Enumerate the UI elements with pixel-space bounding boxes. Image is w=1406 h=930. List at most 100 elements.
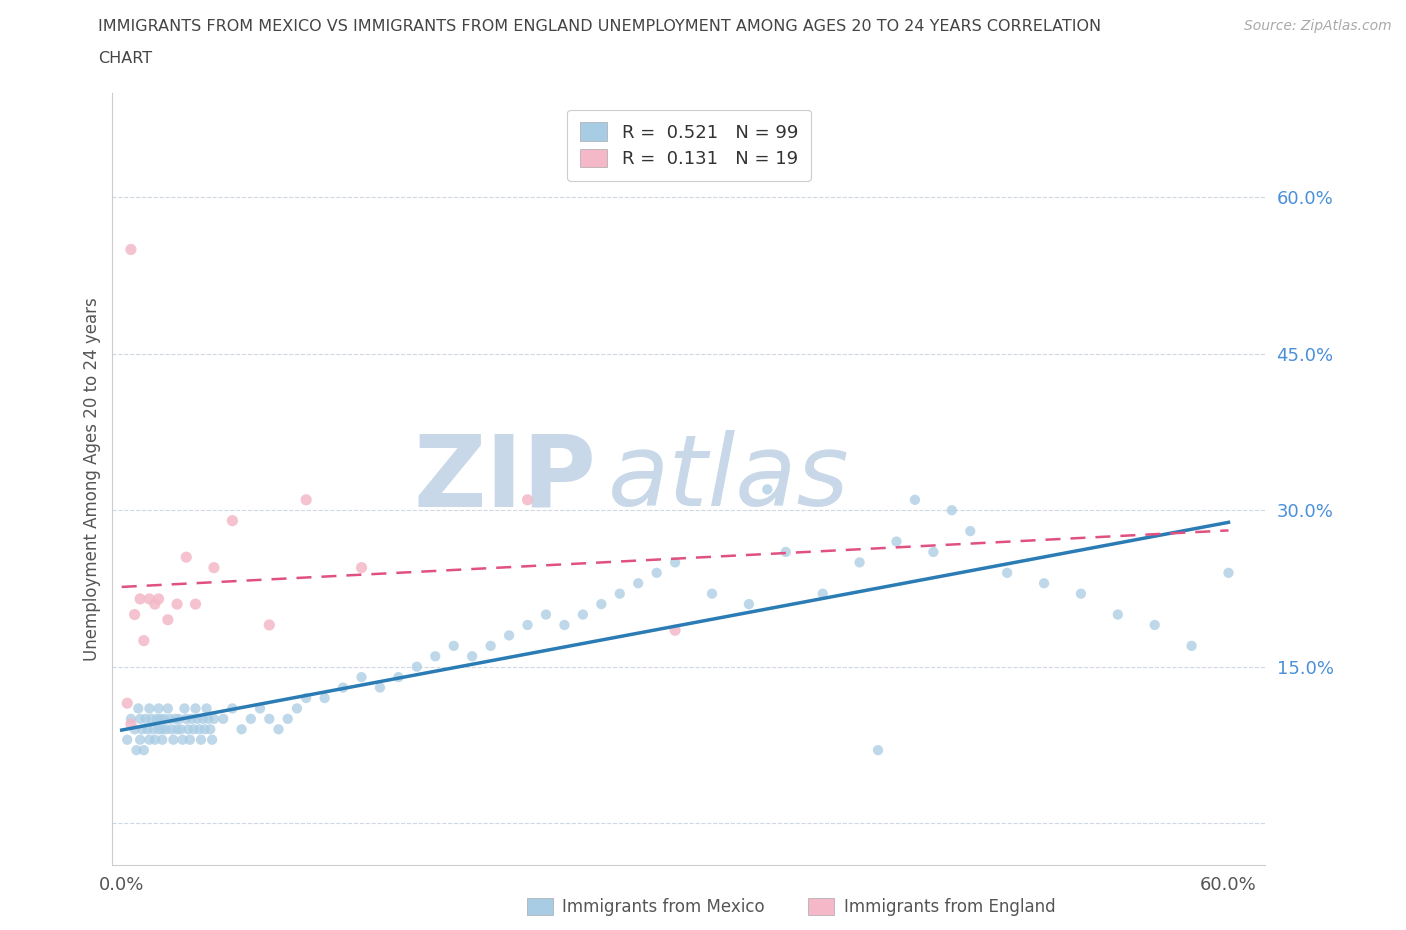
Point bbox=[156, 701, 179, 716]
Point bbox=[498, 628, 520, 643]
Point bbox=[627, 576, 650, 591]
Point bbox=[124, 722, 146, 737]
Point bbox=[183, 722, 205, 737]
Point bbox=[148, 591, 170, 606]
Point bbox=[664, 623, 686, 638]
Point bbox=[129, 591, 152, 606]
Point bbox=[239, 711, 262, 726]
Point bbox=[221, 701, 243, 716]
Point bbox=[186, 711, 208, 726]
Point bbox=[259, 618, 281, 632]
Point bbox=[166, 722, 188, 737]
Point bbox=[1107, 607, 1129, 622]
Point bbox=[461, 649, 484, 664]
Point bbox=[149, 711, 172, 726]
Point bbox=[160, 722, 183, 737]
Point bbox=[148, 722, 170, 737]
Point bbox=[166, 597, 188, 612]
Point bbox=[267, 722, 290, 737]
Y-axis label: Unemployment Among Ages 20 to 24 years: Unemployment Among Ages 20 to 24 years bbox=[83, 297, 101, 661]
Point bbox=[184, 701, 207, 716]
Point bbox=[516, 492, 538, 507]
Point bbox=[120, 242, 142, 257]
Point bbox=[609, 586, 631, 601]
Point bbox=[811, 586, 834, 601]
Point bbox=[153, 711, 176, 726]
Text: Source: ZipAtlas.com: Source: ZipAtlas.com bbox=[1244, 19, 1392, 33]
Point bbox=[259, 711, 281, 726]
Point bbox=[136, 722, 159, 737]
Point bbox=[124, 607, 146, 622]
Point bbox=[350, 670, 373, 684]
Point bbox=[202, 560, 225, 575]
Point bbox=[167, 711, 190, 726]
Point bbox=[231, 722, 253, 737]
Point bbox=[172, 732, 194, 747]
Point bbox=[350, 560, 373, 575]
Point bbox=[553, 618, 575, 632]
Point bbox=[145, 711, 167, 726]
Point bbox=[188, 722, 211, 737]
Point bbox=[1143, 618, 1166, 632]
Point bbox=[221, 513, 243, 528]
Point bbox=[179, 732, 201, 747]
Point bbox=[148, 701, 170, 716]
Point bbox=[138, 701, 160, 716]
Point bbox=[212, 711, 235, 726]
Point bbox=[405, 659, 427, 674]
Text: Immigrants from England: Immigrants from England bbox=[844, 897, 1056, 916]
Text: CHART: CHART bbox=[98, 51, 152, 66]
Point bbox=[127, 701, 149, 716]
Point bbox=[1181, 638, 1204, 653]
Point bbox=[295, 691, 318, 706]
Point bbox=[173, 701, 195, 716]
Point bbox=[886, 534, 908, 549]
Point bbox=[387, 670, 409, 684]
Point bbox=[1033, 576, 1056, 591]
Point bbox=[200, 722, 222, 737]
Point bbox=[156, 612, 179, 627]
Point bbox=[132, 633, 155, 648]
Point bbox=[142, 722, 165, 737]
Point bbox=[249, 701, 271, 716]
Point bbox=[995, 565, 1018, 580]
Point bbox=[645, 565, 668, 580]
Point bbox=[190, 732, 212, 747]
Point bbox=[150, 732, 173, 747]
Legend: R =  0.521   N = 99, R =  0.131   N = 19: R = 0.521 N = 99, R = 0.131 N = 19 bbox=[568, 110, 810, 181]
Point bbox=[1070, 586, 1092, 601]
Point bbox=[959, 524, 981, 538]
Point bbox=[314, 691, 336, 706]
Point bbox=[184, 597, 207, 612]
Point bbox=[479, 638, 502, 653]
Point bbox=[155, 722, 177, 737]
Point bbox=[177, 722, 200, 737]
Point bbox=[132, 743, 155, 758]
Point bbox=[516, 618, 538, 632]
Point bbox=[120, 711, 142, 726]
Point bbox=[664, 555, 686, 570]
Point bbox=[191, 711, 214, 726]
Point bbox=[159, 711, 181, 726]
Point bbox=[141, 711, 163, 726]
Point bbox=[277, 711, 299, 726]
Point bbox=[138, 591, 160, 606]
Point bbox=[120, 717, 142, 732]
Point bbox=[572, 607, 595, 622]
Point bbox=[135, 711, 157, 726]
Point bbox=[143, 732, 166, 747]
Point bbox=[332, 680, 354, 695]
Point bbox=[775, 545, 797, 560]
Text: atlas: atlas bbox=[609, 431, 849, 527]
Point bbox=[425, 649, 447, 664]
Point bbox=[368, 680, 391, 695]
Point bbox=[170, 722, 193, 737]
Point bbox=[202, 711, 225, 726]
Point bbox=[115, 696, 138, 711]
Point bbox=[138, 732, 160, 747]
Point bbox=[201, 732, 224, 747]
Point bbox=[125, 743, 148, 758]
Point bbox=[756, 482, 779, 497]
Point bbox=[143, 597, 166, 612]
Point bbox=[1218, 565, 1240, 580]
